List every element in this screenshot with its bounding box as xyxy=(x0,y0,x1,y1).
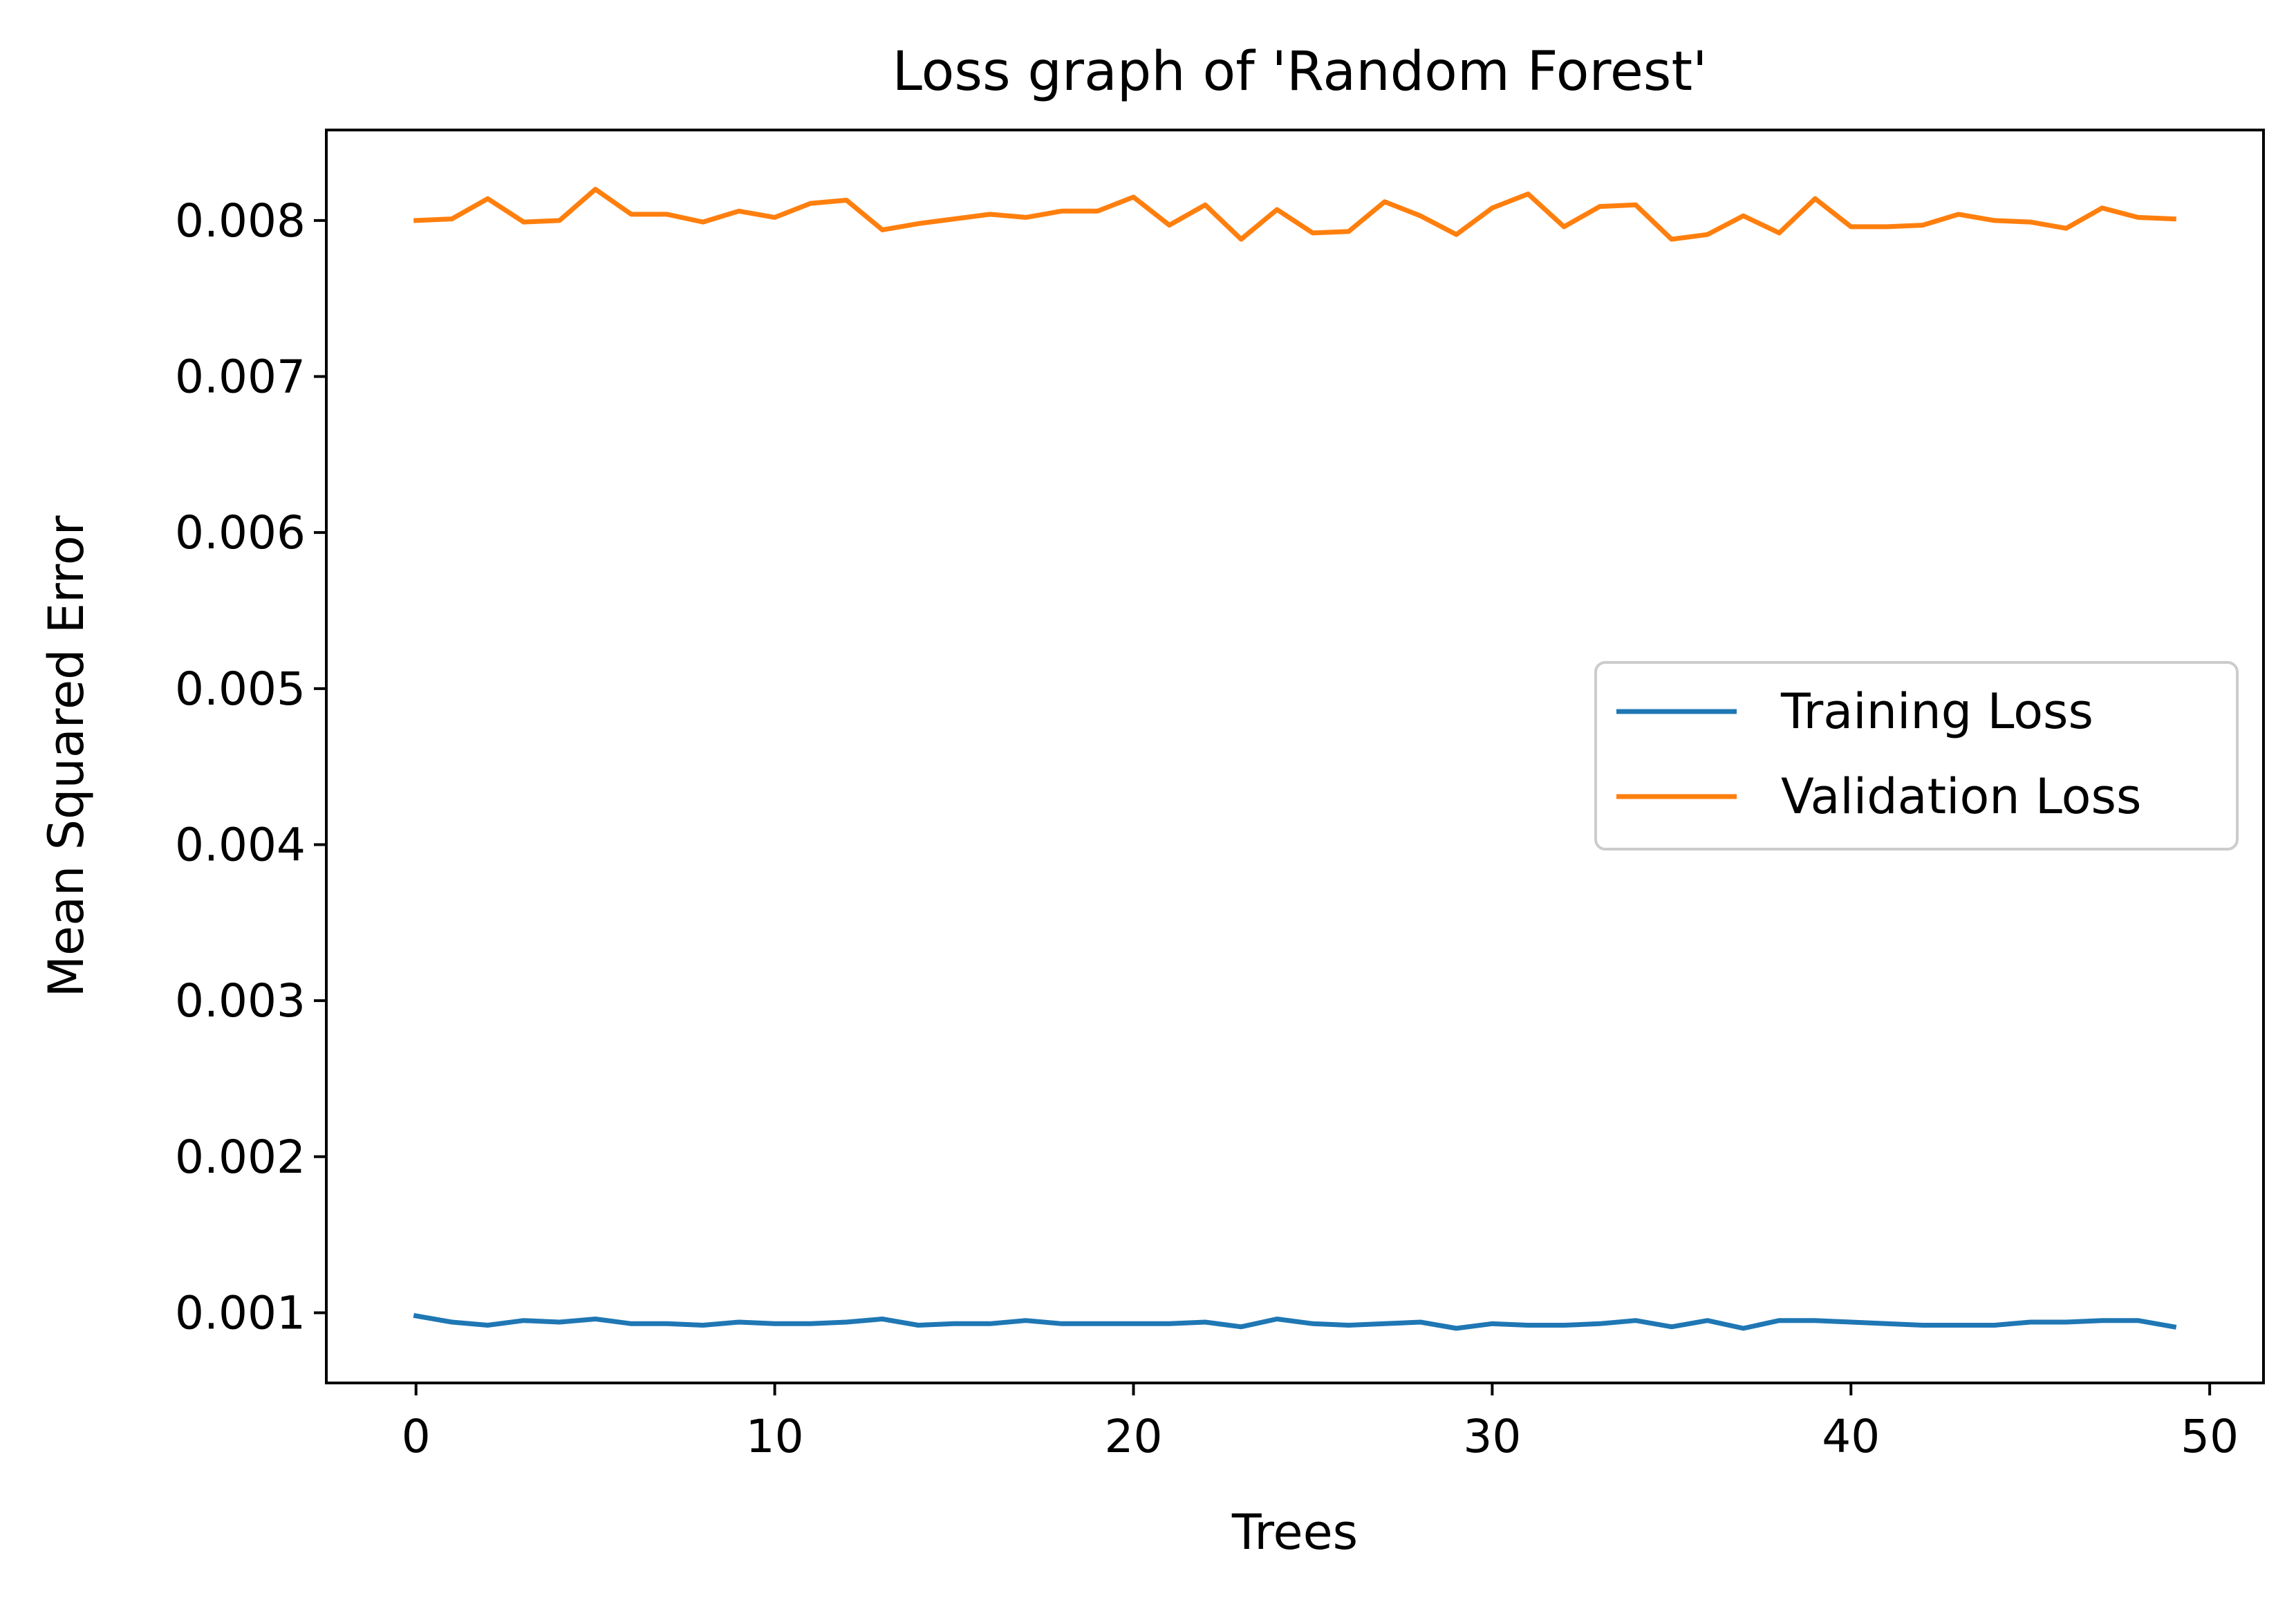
x-tick-label: 30 xyxy=(1463,1410,1521,1463)
y-tick-label: 0.001 xyxy=(175,1286,306,1339)
x-tick-label: 0 xyxy=(402,1410,431,1463)
x-tick-label: 20 xyxy=(1105,1410,1163,1463)
y-tick-label: 0.005 xyxy=(175,662,306,716)
series-line-validation-loss xyxy=(413,187,2176,242)
legend: Training Loss Validation Loss xyxy=(1594,661,2239,851)
y-tick-label: 0.006 xyxy=(175,506,306,559)
series-layer xyxy=(413,187,2177,1331)
y-axis-label: Mean Squared Error xyxy=(38,515,95,997)
x-tick-label: 40 xyxy=(1822,1410,1880,1463)
legend-label-validation-loss: Validation Loss xyxy=(1781,768,2141,825)
x-axis-label: Trees xyxy=(1231,1504,1358,1561)
y-tick-label: 0.003 xyxy=(175,974,306,1028)
series-line-training-loss xyxy=(413,1312,2177,1331)
x-tick-label: 10 xyxy=(746,1410,804,1463)
y-axis-ticks: 0.001 0.002 0.003 0.004 0.005 0.006 0.007 0.008 xyxy=(175,194,326,1339)
plot-area-frame xyxy=(325,129,2265,1384)
legend-label-training-loss: Training Loss xyxy=(1780,683,2093,740)
x-axis-ticks: 0 10 20 30 40 50 xyxy=(402,1383,2239,1463)
y-tick-label: 0.007 xyxy=(175,351,306,404)
legend-box xyxy=(1594,661,2239,851)
y-tick-label: 0.002 xyxy=(175,1131,306,1184)
x-tick-label: 50 xyxy=(2181,1410,2239,1463)
y-tick-label: 0.004 xyxy=(175,818,306,871)
y-tick-label: 0.008 xyxy=(175,194,306,248)
chart-title: Loss graph of 'Random Forest' xyxy=(893,41,1708,103)
